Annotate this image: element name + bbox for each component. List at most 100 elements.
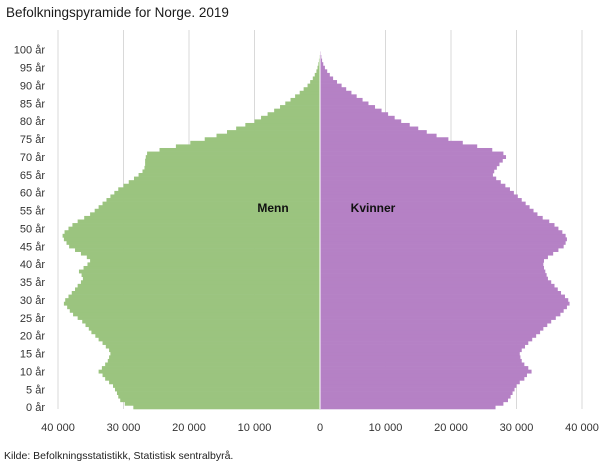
bar-women-age-24 [320,319,552,324]
bar-women-age-22 [320,326,544,331]
y-tick-label-95: 95 år [20,63,45,75]
bar-women-age-27 [320,308,564,313]
bar-women-age-68 [320,162,500,167]
bar-men-age-33 [75,287,320,292]
y-tick-label-25: 25 år [20,313,45,325]
y-tick-label-0: 0 år [26,402,45,414]
bar-men-age-74 [190,140,320,145]
y-tick-label-85: 85 år [20,98,45,110]
bar-women-age-98 [320,55,322,59]
y-tick-label-50: 50 år [20,223,45,235]
bar-men-age-35 [80,280,320,285]
bar-women-age-50 [320,226,559,231]
y-tick-label-20: 20 år [20,331,45,343]
bar-women-age-93 [320,72,330,77]
bar-women-age-69 [320,158,503,163]
bar-men-age-63 [128,180,320,185]
bar-women-age-60 [320,190,514,195]
bar-men-age-62 [123,183,320,188]
bar-women-age-71 [320,151,504,156]
bar-women-age-3 [320,394,511,399]
bar-men-age-53 [84,215,320,220]
bar-men-age-91 [310,80,320,84]
bar-women-age-97 [320,58,323,63]
bar-men-age-97 [318,58,320,63]
bar-men-age-54 [90,212,320,217]
bar-women-age-13 [320,358,522,363]
bar-women-age-2 [320,398,508,403]
bar-men-age-5 [114,387,320,392]
bar-men-age-68 [145,162,320,167]
bar-men-age-37 [81,273,320,278]
bar-men-age-57 [102,201,320,206]
bar-women-age-70 [320,155,507,160]
bar-men-age-15 [110,351,321,356]
bar-women-age-75 [320,137,449,142]
bar-men-age-18 [102,341,320,345]
bar-men-age-87 [295,94,320,99]
bar-men-age-83 [274,108,320,113]
y-tick-label-100: 100 år [14,45,46,57]
bar-women-age-91 [320,80,338,84]
bar-women-age-5 [320,387,515,392]
x-tick-label-7: 30 000 [500,422,534,434]
bar-men-age-61 [118,187,320,192]
bar-men-age-66 [142,169,320,174]
y-tick-label-70: 70 år [20,152,45,164]
bar-men-age-13 [107,358,320,363]
x-axis-ticks: 40 000 30 000 20 000 10 000 0 10 000 20 000 30 … [41,422,599,434]
bar-women-age-86 [320,97,363,102]
bar-men-age-51 [72,223,320,227]
bar-women-age-8 [320,376,525,381]
bar-men-age-80 [254,119,320,124]
bar-women-age-7 [320,380,520,385]
bar-women-age-73 [320,144,478,149]
bar-men-age-56 [98,205,320,210]
bar-men-age-19 [98,337,320,342]
bar-men-age-64 [133,176,320,181]
bar-women-age-88 [320,90,352,95]
bar-women-age-4 [320,391,513,395]
bar-men-age-27 [69,308,320,313]
bar-women-age-94 [320,69,328,74]
bar-women-age-23 [320,323,548,328]
bar-men-age-0 [133,405,320,410]
bar-men-age-7 [109,380,320,385]
bar-women-age-65 [320,173,493,177]
bar-women-age-51 [320,223,555,227]
bar-women-age-9 [320,373,527,378]
bar-women-age-76 [320,133,437,138]
bar-men-age-85 [285,101,320,106]
bar-men-age-29 [63,301,321,306]
bar-men-age-70 [145,155,320,160]
bar-men-age-86 [290,97,320,102]
bar-women-age-29 [320,301,570,306]
bar-women-age-79 [320,122,410,127]
bar-men-age-78 [236,126,320,131]
y-tick-label-75: 75 år [20,134,45,146]
bar-men-age-26 [73,312,320,317]
bar-women-age-64 [320,176,497,181]
bar-men-age-55 [94,208,321,213]
bar-men-age-14 [109,355,320,360]
bar-men-age-59 [110,194,321,199]
bar-women-age-11 [320,366,529,370]
bar-women-age-12 [320,362,525,367]
bar-women-age-72 [320,147,493,152]
bar-men-age-90 [307,83,320,88]
series-label-menn: Menn [257,201,288,215]
bar-women-age-78 [320,126,419,131]
y-tick-label-45: 45 år [20,241,45,253]
y-tick-label-90: 90 år [20,80,45,92]
bar-men-age-12 [105,362,320,367]
bar-men-age-9 [102,373,320,378]
bar-women-age-18 [320,341,529,345]
x-tick-label-4: 0 [317,422,323,434]
bar-women-age-80 [320,119,402,124]
bar-men-age-65 [138,173,320,177]
bar-women-age-1 [320,401,504,406]
y-axis-ticks: 0 år 5 år 10 år 15 år 20 år 25 år 30 år 35 år 40… [14,45,46,415]
bar-women-age-39 [320,265,545,270]
bar-women-age-83 [320,108,382,113]
bar-men-age-49 [64,230,320,235]
